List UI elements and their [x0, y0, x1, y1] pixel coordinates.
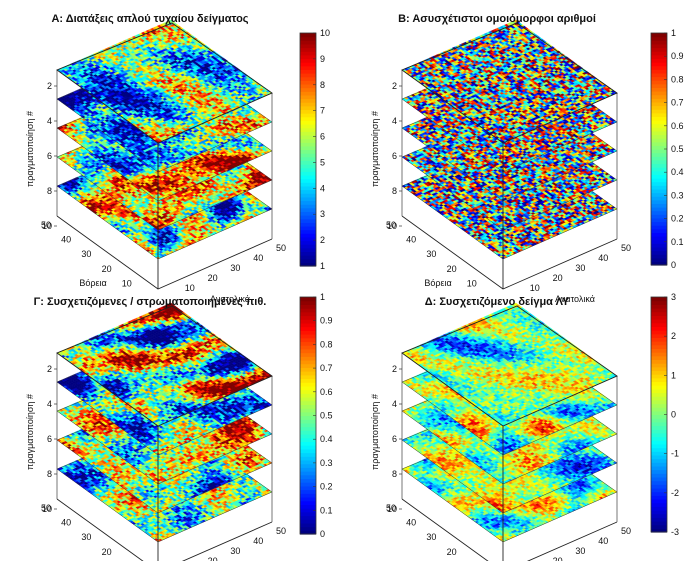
panel-1: Α: Διατάξεις απλού τυχαίου δείγματος2468…: [25, 13, 330, 304]
figure-canvas: Α: Διατάξεις απλού τυχαίου δείγματος2468…: [0, 0, 693, 561]
